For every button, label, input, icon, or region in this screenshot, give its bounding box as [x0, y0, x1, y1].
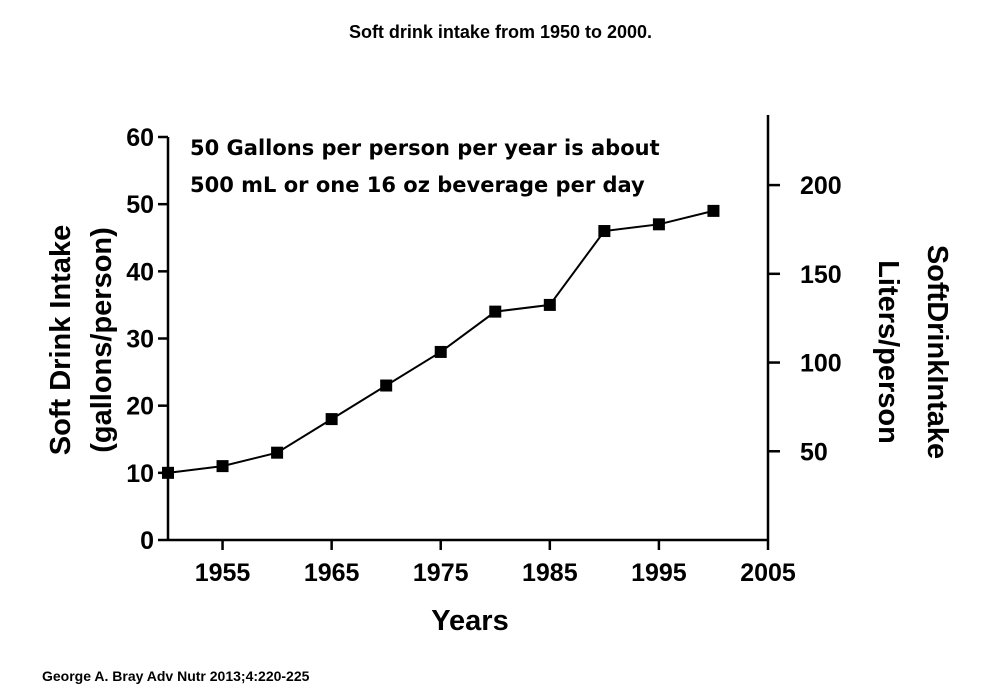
- y-tick-label-right: 150: [800, 261, 842, 289]
- data-point: [598, 225, 611, 238]
- annotation-line-2: 500 mL or one 16 oz beverage per day: [190, 173, 645, 197]
- y-axis-title-left-unit: (gallons/person): [86, 227, 118, 453]
- data-point: [162, 466, 174, 479]
- chart-title: Soft drink intake from 1950 to 2000.: [348, 22, 653, 42]
- x-tick-label: 2005: [740, 559, 796, 587]
- x-axis-title: Years: [431, 605, 508, 637]
- x-tick-label: 1965: [304, 559, 360, 587]
- y-tick-label-right: 200: [800, 172, 842, 200]
- y-tick-label-right: 50: [800, 438, 828, 466]
- x-tick-label: 1985: [522, 559, 578, 587]
- y-tick-label-left: 20: [126, 393, 154, 421]
- source-citation: George A. Bray Adv Nutr 2013;4:220-225: [42, 668, 310, 684]
- data-point: [271, 446, 284, 459]
- data-point: [489, 305, 502, 318]
- y-tick-label-left: 0: [140, 527, 154, 555]
- data-point: [543, 298, 556, 311]
- series-line: [167, 209, 714, 474]
- x-tick-label: 1955: [195, 559, 251, 587]
- y-axis-title-left: Soft Drink Intake: [45, 225, 77, 455]
- x-tick-label: 1995: [631, 559, 687, 587]
- y-axis-title-right-unit: Liters/person: [872, 260, 904, 444]
- data-point: [434, 345, 447, 358]
- y-tick-label-left: 60: [126, 124, 154, 152]
- data-point: [707, 204, 720, 217]
- data-point: [325, 413, 338, 426]
- x-tick-label: 1975: [413, 559, 469, 587]
- y-tick-label-right: 100: [800, 350, 842, 378]
- data-point: [652, 218, 665, 231]
- y-tick-label-left: 50: [126, 191, 154, 219]
- y-tick-label-left: 40: [126, 258, 154, 286]
- y-tick-label-left: 10: [126, 460, 154, 488]
- data-point: [216, 460, 229, 473]
- annotation-line-1: 50 Gallons per person per year is about: [190, 136, 660, 160]
- data-point: [380, 379, 393, 392]
- y-axis-title-right: SoftDrinkIntake: [921, 245, 953, 459]
- y-tick-label-left: 30: [126, 326, 154, 354]
